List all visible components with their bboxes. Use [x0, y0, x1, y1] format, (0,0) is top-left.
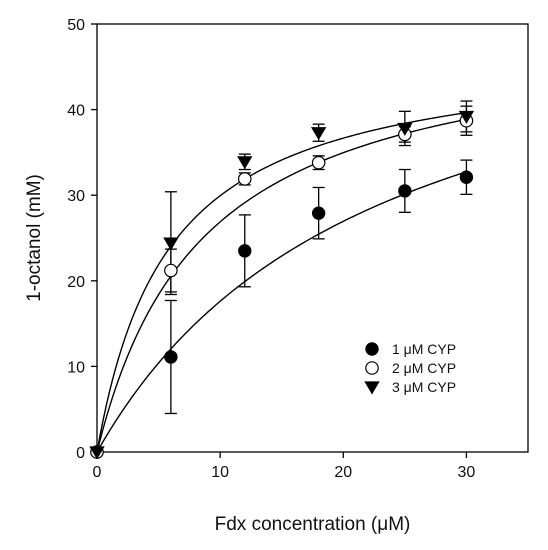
y-tick-label: 30	[67, 188, 85, 205]
y-tick-label: 20	[67, 274, 85, 291]
legend-marker-series-3	[364, 381, 380, 395]
data-point-series-1	[311, 206, 326, 220]
y-axis-title: 1-octanol (mM)	[24, 174, 45, 302]
data-point-series-3	[163, 237, 179, 251]
data-point-series-1	[164, 350, 178, 364]
fit-curve-series-2	[96, 118, 467, 453]
legend: 1 μM CYP 2 μM CYP 3 μM CYP	[364, 341, 456, 395]
x-tick-label: 0	[93, 464, 102, 481]
data-point-series-2	[311, 155, 326, 170]
y-tick-label: 40	[67, 103, 85, 120]
legend-marker-series-2	[365, 361, 379, 375]
data-point-series-1	[459, 170, 474, 184]
legend-label-series-3: 3 μM CYP	[392, 379, 456, 395]
data-point-series-3	[310, 127, 327, 141]
x-tick-label: 20	[334, 464, 352, 481]
y-tick-label: 0	[76, 445, 85, 462]
data-point-series-2	[237, 172, 252, 186]
data-point-series-1	[238, 244, 252, 258]
x-axis-title: Fdx concentration (μM)	[215, 514, 411, 535]
fit-curve-series-3	[96, 112, 467, 453]
data-point-series-2	[164, 263, 178, 278]
data-point-series-3	[89, 446, 105, 460]
y-tick-label: 10	[67, 359, 85, 376]
plot-frame	[96, 23, 529, 453]
legend-marker-series-1	[365, 342, 379, 356]
legend-label-series-2: 2 μM CYP	[392, 360, 456, 376]
legend-label-series-1: 1 μM CYP	[392, 341, 456, 357]
x-tick-label: 30	[458, 464, 476, 481]
fit-curve-series-1	[96, 171, 467, 453]
y-tick-label: 50	[67, 17, 85, 34]
x-tick-label: 10	[211, 464, 229, 481]
data-point-series-3	[458, 110, 475, 124]
data-point-series-3	[237, 156, 253, 170]
data-point-series-1	[398, 184, 412, 198]
plot-area: 0 10 20 30 0 10 20 30 40 50	[67, 17, 529, 481]
data-point-series-3	[397, 122, 413, 136]
